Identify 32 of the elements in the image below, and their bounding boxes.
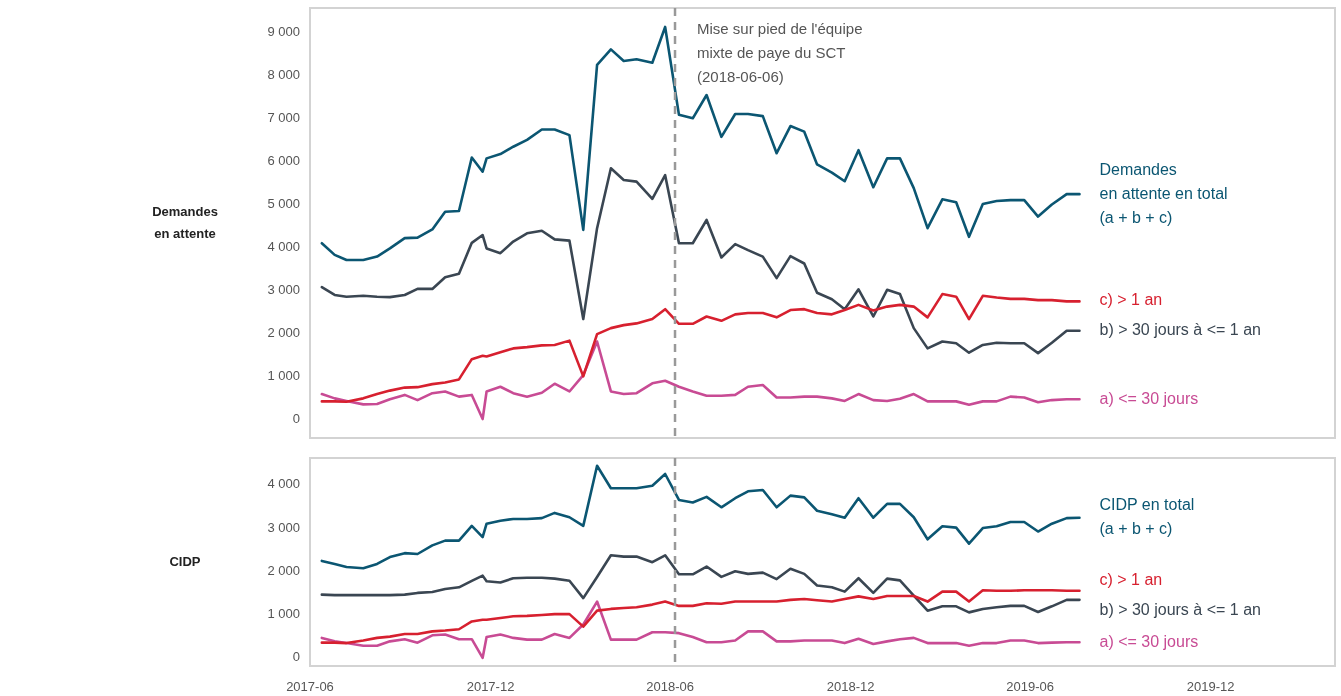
y-tick-label: 7 000 (267, 109, 300, 125)
y-tick-label: 0 (292, 649, 300, 665)
y-tick-label: 1 000 (267, 606, 300, 622)
x-tick-label: 2017-12 (466, 678, 515, 694)
series-label: a) <= 30 jours (1099, 632, 1199, 650)
series-label: c) > 1 an (1099, 291, 1163, 309)
ref-line-label: Mise sur pied de l'équipe mixte de paye du SCT (2018-06-06) (697, 20, 863, 86)
series-label: a) <= 30 jours (1099, 389, 1199, 407)
y-tick-label: 4 000 (267, 476, 300, 492)
x-tick-label: 2017-06 (286, 678, 334, 694)
series-label: b) > 30 jours à <= 1 an (1099, 321, 1261, 339)
y-tick-label: 2 000 (267, 325, 300, 341)
y-axis-title: CIDP (169, 553, 201, 569)
y-axis-title: Demandes en attente (152, 203, 218, 241)
x-tick-label: 2018-06 (646, 678, 694, 694)
x-tick-label: 2019-12 (1186, 678, 1235, 694)
y-tick-label: 4 000 (267, 239, 300, 255)
y-tick-label: 6 000 (267, 152, 300, 168)
y-tick-label: 1 000 (267, 368, 300, 384)
y-tick-label: 8 000 (267, 66, 300, 82)
y-tick-label: 3 000 (267, 519, 300, 535)
series-label: b) > 30 jours à <= 1 an (1099, 600, 1261, 618)
x-tick-label: 2018-12 (826, 678, 875, 694)
y-tick-label: 9 000 (267, 23, 300, 39)
y-tick-label: 5 000 (267, 196, 300, 212)
series-label: Demandes en attente en total (a + b + c) (1099, 160, 1228, 226)
y-tick-label: 3 000 (267, 282, 300, 298)
series-label: CIDP en total (a + b + c) (1099, 496, 1195, 538)
y-tick-label: 2 000 (267, 562, 300, 578)
x-tick-label: 2019-06 (1006, 678, 1055, 694)
y-tick-label: 0 (292, 411, 300, 427)
series-label: c) > 1 an (1099, 570, 1163, 588)
